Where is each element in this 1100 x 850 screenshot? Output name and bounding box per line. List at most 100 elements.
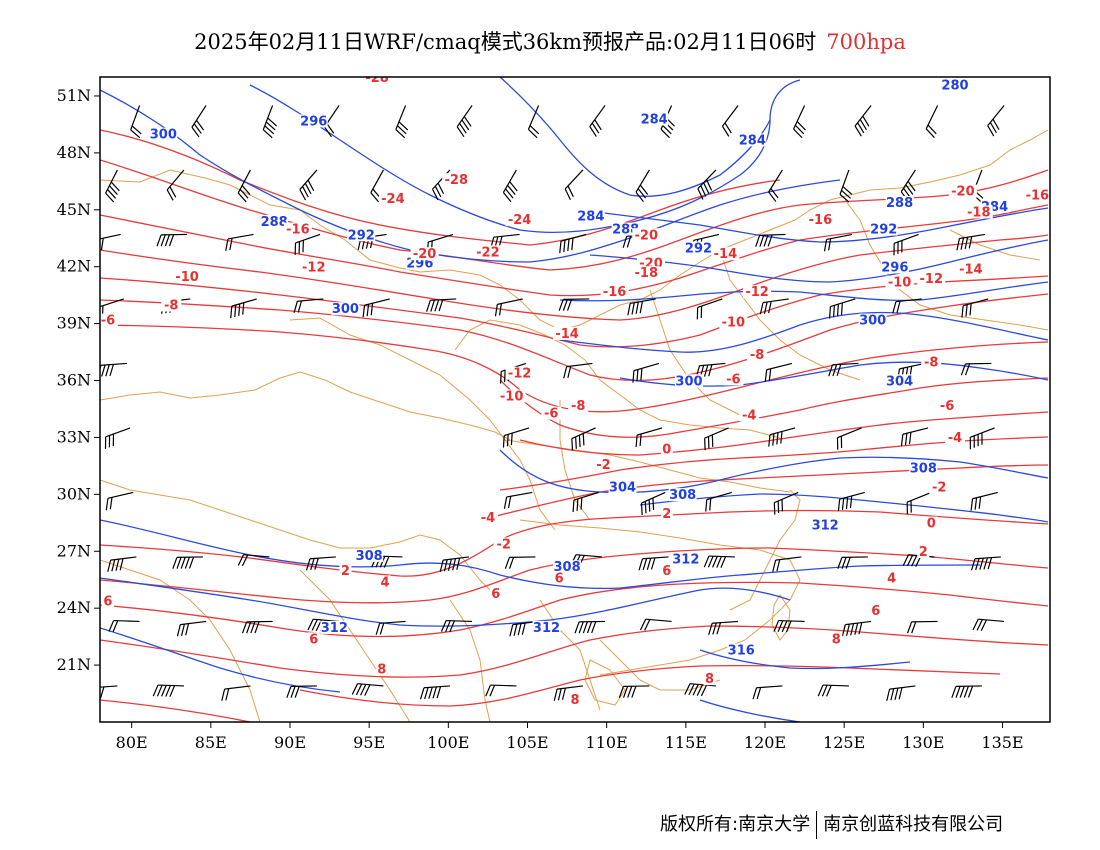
lat-tick-label: 36N: [57, 371, 91, 390]
height-contour-label: 296: [300, 114, 327, 129]
wind-barb: [697, 169, 717, 200]
wind-barb: [906, 620, 938, 634]
temperature-contour-label: 6: [103, 594, 112, 609]
wind-barb: [759, 298, 789, 315]
wind-barb: [960, 362, 992, 376]
temperature-contour-label: -28: [365, 71, 389, 86]
height-contour-label: 292: [685, 242, 712, 257]
temperature-contour-label-bg: [703, 672, 716, 686]
height-contour-label: 308: [356, 549, 383, 564]
temperature-contour-label-bg: [885, 275, 914, 289]
wind-barb: [105, 169, 120, 203]
wind-barb: [564, 169, 584, 201]
wind-barb: [752, 685, 783, 700]
temperature-contour-label: 0: [662, 443, 671, 458]
temperature-contour-label-bg: [283, 222, 312, 236]
temperature-contour-label-bg: [541, 406, 562, 420]
wind-barb: [294, 233, 321, 255]
temperature-contour-label-bg: [739, 408, 760, 422]
temperature-contour-label-bg: [711, 247, 740, 261]
temperature-contour-label-bg: [101, 594, 114, 608]
temperature-contour-label: -20: [951, 185, 975, 200]
footer-credits: 版权所有:南京大学 南京创蓝科技有限公司: [660, 810, 1003, 839]
temperature-contour-label: 2: [919, 545, 928, 560]
temperature-contour-label-bg: [505, 213, 534, 227]
temperature-contour-label-bg: [921, 355, 942, 369]
temperature-contour-label-bg: [885, 571, 898, 585]
wind-barb: [837, 556, 868, 569]
temperature-contour-label: -8: [750, 348, 764, 363]
wind-barb: [574, 620, 606, 634]
wind-barb: [972, 618, 1005, 631]
wind-barb: [768, 169, 783, 202]
temperature-contour-label-bg: [378, 192, 407, 206]
temperature-contour-label-bg: [489, 586, 502, 600]
wind-barb: [237, 554, 270, 567]
height-contour-label-bg: [909, 461, 938, 475]
lon-tick-label: 80E: [116, 733, 148, 752]
temperature-contour-label-bg: [493, 537, 514, 551]
wind-barb: [130, 105, 142, 139]
height-contour-label: 300: [859, 314, 886, 329]
height-contour-label: 284: [641, 113, 668, 128]
temperature-contour-label: -24: [381, 192, 405, 207]
height-contour-label: 312: [533, 621, 560, 636]
temperature-contour-label: -2: [497, 537, 511, 552]
temperature-contour-label: -18: [967, 205, 991, 220]
wind-barb: [823, 233, 853, 252]
lat-tick-label: 30N: [57, 484, 91, 503]
temperature-contour-label-bg: [632, 266, 661, 280]
temperature-contour-label: -6: [101, 314, 115, 329]
lat-tick-label: 39N: [57, 314, 91, 333]
wind-barbs: [100, 105, 1005, 701]
height-contour-label: 308: [554, 560, 581, 575]
height-contour-label: 292: [348, 228, 375, 243]
borders: [100, 129, 1049, 722]
height-contour-label-bg: [727, 643, 756, 657]
wind-barb: [152, 684, 184, 697]
wind-barb: [705, 491, 732, 512]
temperature-contour-label: 2: [662, 507, 671, 522]
wind-barb: [635, 169, 650, 203]
height-contour-label-bg: [675, 374, 703, 388]
wind-barb: [841, 620, 872, 637]
temperature-contour-label: -10: [500, 390, 524, 405]
wind-barb: [817, 684, 849, 697]
height-contour-label: 304: [609, 481, 636, 496]
wind-barb: [108, 619, 140, 632]
temperature-contour-label-bg: [161, 298, 182, 312]
wind-barb: [987, 105, 1005, 137]
height-contour-label: 288: [886, 196, 913, 211]
temperature-contour-label: 6: [491, 587, 500, 602]
temperature-contour-label-bg: [743, 285, 772, 299]
lat-tick-label: 45N: [57, 200, 91, 219]
lon-tick-label: 135E: [981, 733, 1023, 752]
height-contour-label-bg: [299, 114, 328, 128]
footer-copyright: 版权所有:南京大学: [660, 814, 811, 835]
height-contour-label-bg: [331, 302, 360, 316]
latitude-axis: 51N 48N 45N 42N 39N 36N 33N 30N 27N 24N 21N: [57, 86, 100, 674]
wind-barb: [293, 298, 324, 313]
wind-barb: [764, 362, 793, 382]
temperature-contour-label: -16: [286, 223, 310, 238]
wind-barb: [375, 620, 406, 635]
temperature-contour-label: 6: [871, 604, 880, 619]
temperature-contour-label: -12: [302, 261, 326, 276]
lat-tick-label: 42N: [57, 257, 91, 276]
wind-barb: [100, 233, 121, 251]
temperature-contour-label: 4: [887, 572, 896, 587]
lon-tick-label: 90E: [274, 733, 306, 752]
temperature-contour-label-bg: [410, 247, 439, 261]
height-contour-label: 296: [406, 257, 433, 272]
wind-barb: [440, 619, 473, 633]
footer-company: 南京创蓝科技有限公司: [823, 814, 1004, 835]
temperature-contour-label: -12: [745, 285, 769, 300]
temperature-contour-label: 6: [309, 632, 318, 647]
temperature-contour-label-bg: [929, 480, 950, 494]
wind-barb: [553, 685, 583, 701]
height-contour-label: 316: [728, 644, 755, 659]
height-contour-label-bg: [260, 214, 289, 228]
height-contour-label-bg: [668, 488, 697, 502]
wind-barb: [191, 105, 207, 138]
